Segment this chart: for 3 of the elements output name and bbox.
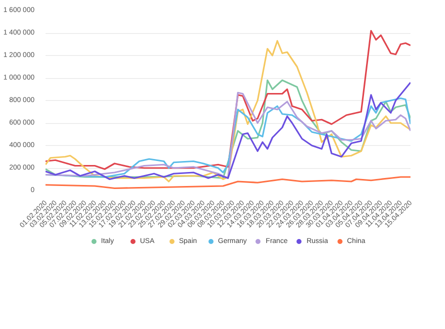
line-series [46,176,410,190]
line-series [46,40,410,182]
line-series [46,30,410,170]
